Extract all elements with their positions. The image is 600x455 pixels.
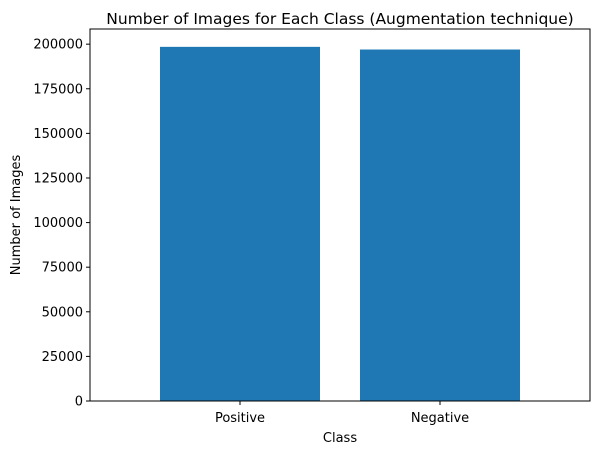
bar-negative bbox=[360, 49, 520, 402]
y-tick-label: 50000 bbox=[42, 305, 83, 320]
y-axis: 0 25000 50000 75000 100000 125000 150000 175000… bbox=[33, 38, 90, 410]
bars-group bbox=[160, 46, 520, 402]
chart-title: Number of Images for Each Class (Augment… bbox=[106, 10, 573, 28]
x-tick-label: Positive bbox=[215, 411, 265, 426]
y-tick-label: 175000 bbox=[33, 82, 83, 97]
y-tick-label: 0 bbox=[75, 395, 83, 410]
y-tick-label: 200000 bbox=[33, 38, 83, 53]
plot-frame bbox=[89, 28, 591, 402]
bar-positive bbox=[160, 46, 320, 401]
y-tick-label: 25000 bbox=[42, 350, 83, 365]
y-tick-label: 100000 bbox=[33, 216, 83, 231]
x-axis: Positive Negative bbox=[215, 401, 469, 426]
y-axis-label: Number of Images bbox=[9, 155, 24, 276]
y-tick-label: 125000 bbox=[33, 171, 83, 186]
x-axis-label: Class bbox=[323, 431, 357, 446]
y-tick-label: 150000 bbox=[33, 127, 83, 142]
x-tick-label: Negative bbox=[411, 411, 469, 426]
y-tick-label: 75000 bbox=[42, 261, 83, 276]
